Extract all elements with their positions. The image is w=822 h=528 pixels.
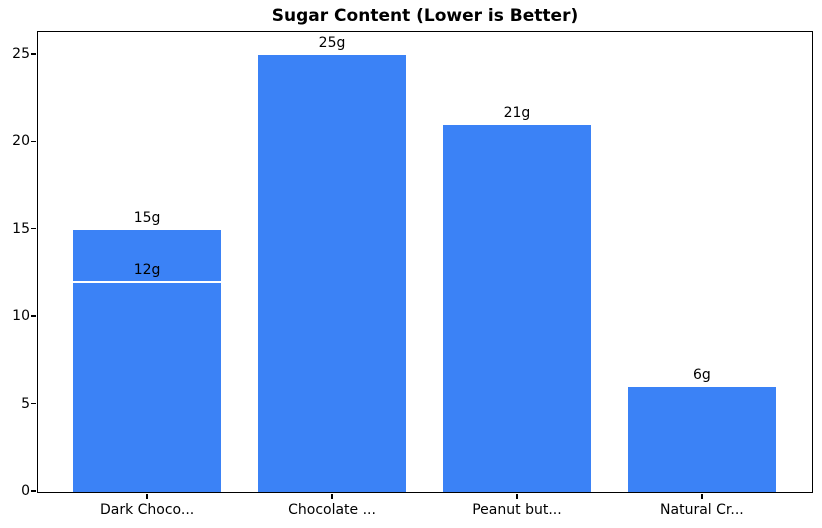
bar-value-label: 15g <box>133 209 161 226</box>
x-tick-label: Natural Cr... <box>660 502 744 518</box>
y-tick-label: 10 <box>12 308 30 325</box>
y-tick-label: 20 <box>12 133 30 150</box>
y-axis-tick-mark <box>31 227 36 230</box>
plot-area: 0 5 10 15 20 25 15g Dark Choco... 25g Chocolate .… <box>12 31 813 518</box>
y-tick-label: 25 <box>12 45 30 62</box>
y-tick-label: 0 <box>21 483 30 499</box>
x-tick-label: Peanut but... <box>472 502 562 518</box>
y-tick-label: 5 <box>21 395 30 412</box>
y-axis-tick-mark <box>31 140 36 143</box>
annotation-label: 12g <box>133 262 161 279</box>
x-axis-tick-mark <box>701 493 703 499</box>
x-axis-tick-mark <box>331 493 333 499</box>
y-axis-tick-mark <box>31 315 36 317</box>
x-tick-label: Chocolate ... <box>288 502 376 518</box>
y-axis-tick-mark <box>31 490 36 492</box>
chart-title: Sugar Content (Lower is Better) <box>271 6 579 26</box>
x-axis-tick-mark <box>516 493 518 499</box>
y-tick-label: 15 <box>12 220 30 237</box>
x-axis-tick-mark <box>146 493 148 499</box>
bar <box>258 54 406 492</box>
bar-value-label: 25g <box>318 34 346 51</box>
bar <box>73 229 222 492</box>
bar-value-label: 6g <box>692 367 711 384</box>
annotation-line <box>73 281 222 284</box>
y-axis-tick-mark <box>31 402 36 405</box>
bar <box>627 387 776 492</box>
bar-value-label: 21g <box>503 104 531 121</box>
bar <box>442 124 591 492</box>
y-axis-tick-mark <box>31 53 36 55</box>
x-tick-label: Dark Choco... <box>99 502 195 518</box>
